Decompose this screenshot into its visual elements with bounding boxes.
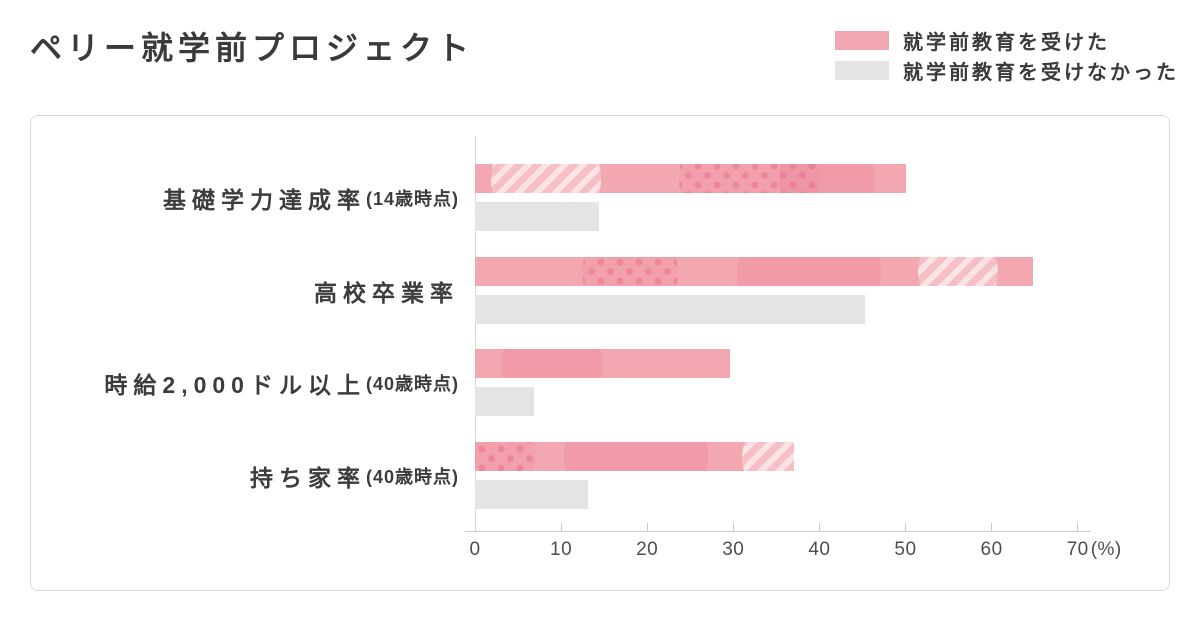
x-axis-tick	[560, 523, 562, 531]
bar-control	[475, 387, 535, 416]
dark-pattern-circle	[564, 442, 708, 471]
legend-item: 就学前教育を受けた	[835, 29, 1179, 54]
category-label-suffix: (14歳時点)	[365, 188, 459, 209]
x-axis-tick-label: 30	[722, 539, 745, 560]
chart-panel: 0 10 20 30 40 50 60 70 (%) 基礎学力達成率 (14歳時点) 高校卒業率時給2…	[30, 115, 1170, 591]
legend-swatch	[835, 30, 889, 50]
legend-label: 就学前教育を受けた	[903, 31, 1110, 54]
x-axis-tick	[732, 523, 734, 531]
x-axis-tick-label: 70	[1066, 539, 1089, 560]
x-axis-tick	[991, 523, 993, 531]
x-axis-tick	[818, 523, 820, 531]
legend: 就学前教育を受けた就学前教育を受けなかった	[835, 29, 1179, 89]
category-label-suffix: (40歳時点)	[365, 466, 459, 487]
category-label: 時給2,000ドル以上 (40歳時点)	[104, 349, 459, 416]
bar-control	[475, 480, 588, 509]
bar-chart: 0 10 20 30 40 50 60 70 (%) 基礎学力達成率 (14歳時点) 高校卒業率時給2…	[31, 116, 1169, 590]
category-label: 基礎学力達成率 (14歳時点)	[163, 164, 459, 231]
category-label-main: 時給2,000ドル以上	[104, 371, 366, 398]
dark-pattern-circle	[501, 349, 603, 378]
x-axis-tick-label: 20	[636, 539, 659, 560]
legend-item: 就学前教育を受けなかった	[835, 59, 1179, 84]
category-label: 持ち家率 (40歳時点)	[250, 442, 459, 509]
category-label-main: 基礎学力達成率	[162, 186, 366, 213]
dots-pattern-circle	[582, 257, 678, 286]
x-axis-tick	[646, 523, 648, 531]
x-axis-tick-label: 10	[550, 539, 573, 560]
stripes-pattern-circle	[918, 257, 998, 286]
dots-pattern-circle	[475, 442, 536, 471]
x-axis-unit-label: (%)	[1090, 539, 1122, 560]
bar-treatment	[475, 257, 1033, 286]
legend-label: 就学前教育を受けなかった	[903, 61, 1179, 84]
x-axis-tick-label: 0	[469, 539, 481, 560]
category-label-main: 高校卒業率	[314, 279, 459, 306]
zero-gridline	[474, 136, 476, 531]
bar-control	[475, 295, 866, 324]
stripes-pattern-circle	[742, 442, 794, 471]
x-axis-line	[465, 531, 1091, 532]
x-axis-tick-label: 40	[808, 539, 831, 560]
dots-pattern-circle	[679, 164, 819, 193]
x-axis-tick	[905, 523, 906, 531]
x-axis-tick-label: 50	[894, 539, 917, 560]
category-label: 高校卒業率	[314, 257, 459, 324]
stripes-pattern-circle	[491, 164, 601, 193]
dark-pattern-circle	[737, 257, 881, 286]
category-label-main: 持ち家率	[249, 464, 366, 491]
bar-treatment	[475, 164, 906, 193]
x-axis-tick	[1077, 523, 1079, 531]
legend-swatch	[835, 60, 889, 80]
page-title: ペリー就学前プロジェクト	[30, 30, 475, 66]
bar-treatment	[475, 442, 794, 471]
category-label-suffix: (40歳時点)	[365, 373, 459, 394]
dark-pattern-circle	[779, 164, 875, 193]
bar-treatment	[475, 349, 730, 378]
bar-control	[475, 202, 599, 231]
x-axis-tick-label: 60	[980, 539, 1003, 560]
